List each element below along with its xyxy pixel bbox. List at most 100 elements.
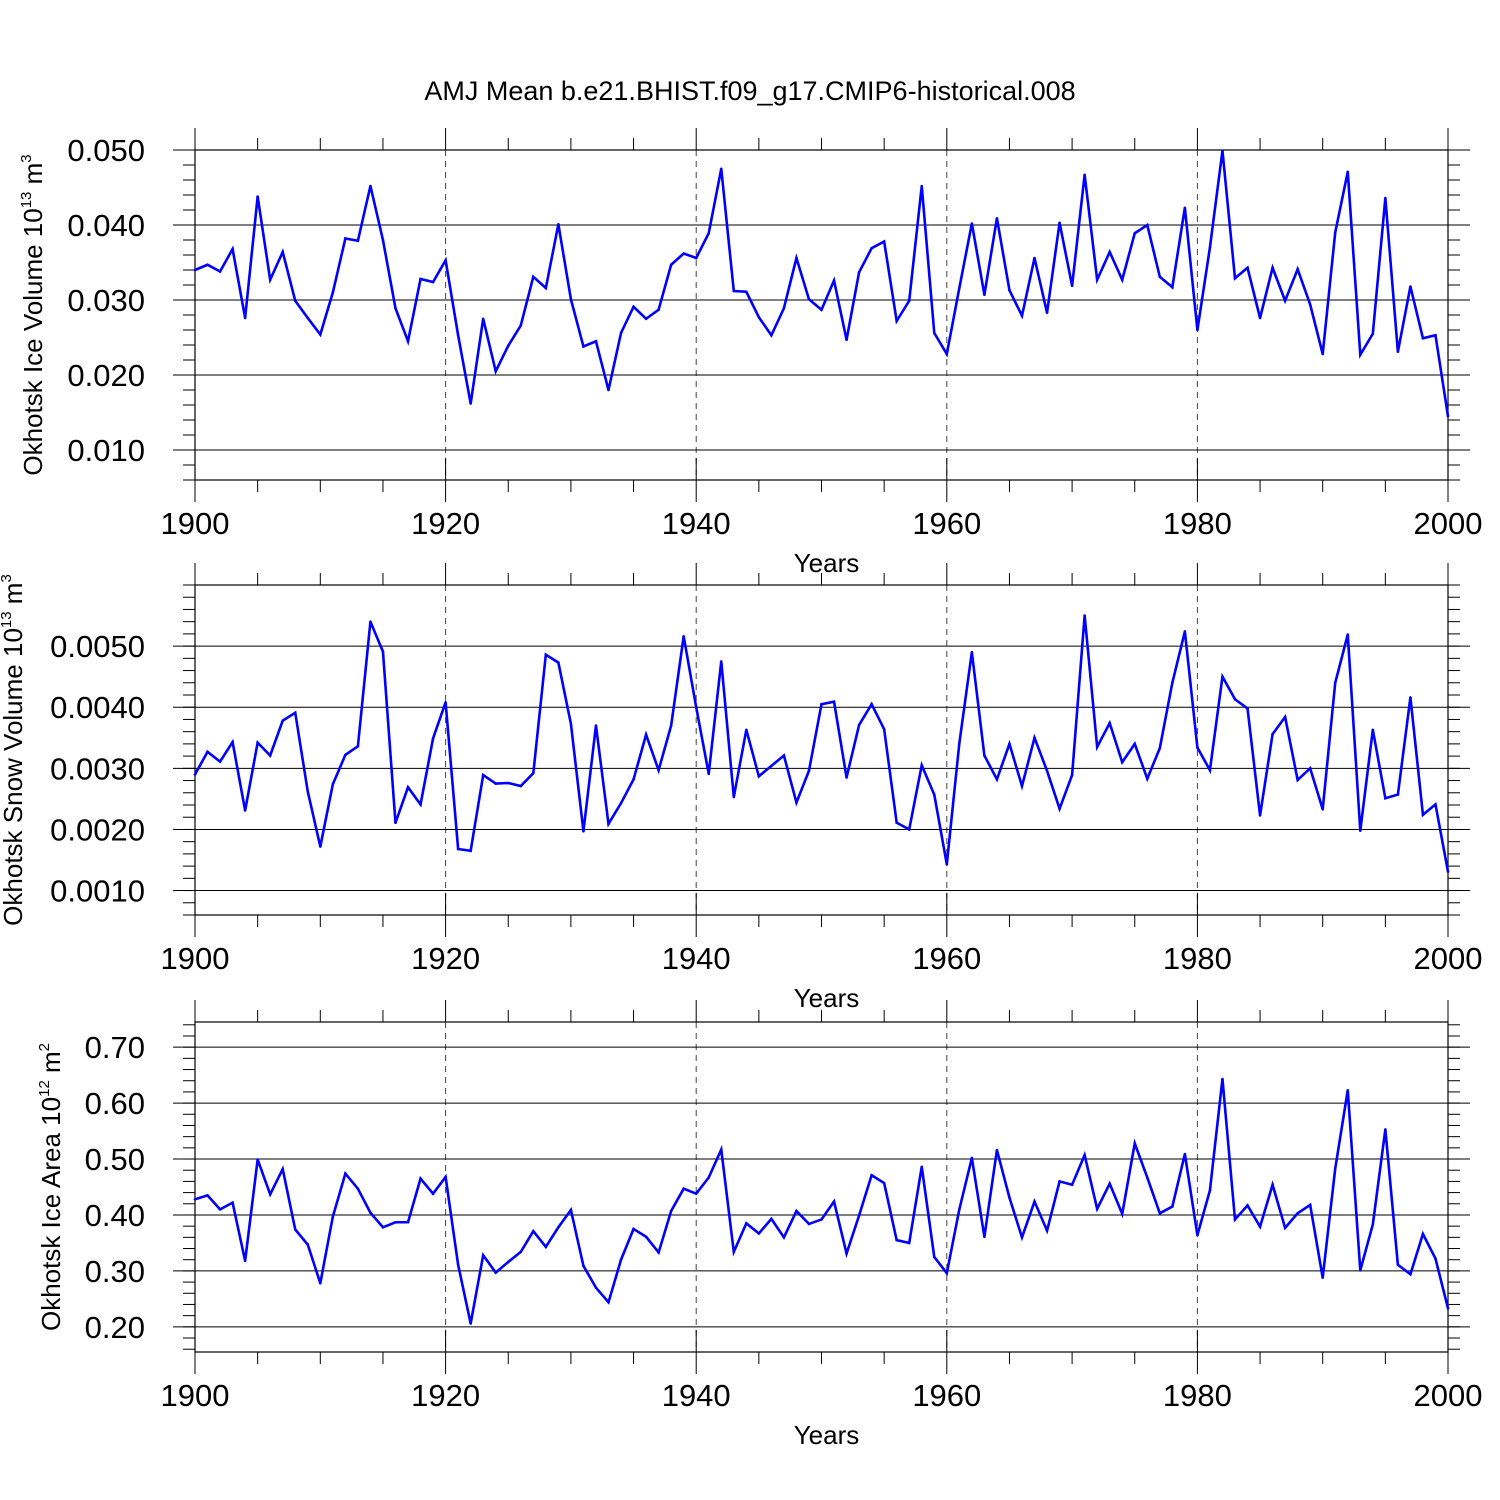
data-point <box>1258 316 1262 320</box>
data-point <box>394 306 397 310</box>
data-point <box>268 1192 272 1196</box>
y-axis-title-unit: m <box>18 163 48 192</box>
y-axis-title-main: Okhotsk Snow Volume 10 <box>0 628 28 926</box>
data-point <box>494 782 498 785</box>
data-point <box>1083 1153 1086 1157</box>
data-point <box>682 252 685 255</box>
data-point <box>669 263 673 267</box>
data-point <box>845 1252 848 1255</box>
y-tick-label: 0.040 <box>67 208 145 243</box>
data-point <box>1070 773 1074 777</box>
data-point <box>1183 206 1187 210</box>
data-point <box>1020 1236 1024 1239</box>
data-point <box>1421 813 1425 817</box>
data-point <box>481 317 485 321</box>
data-point <box>1045 769 1049 773</box>
data-point <box>1321 807 1324 811</box>
data-point <box>782 1236 786 1239</box>
data-point <box>920 763 924 767</box>
data-point <box>319 845 322 848</box>
data-point <box>857 1214 861 1217</box>
data-point <box>544 1245 548 1249</box>
data-point <box>1321 1276 1324 1279</box>
data-point <box>882 240 886 243</box>
data-point <box>1246 707 1249 710</box>
data-point <box>644 733 648 737</box>
data-point <box>1171 285 1174 289</box>
panel-3: 0.20 0.30 0.40 0.50 0.60 0.70 1900 1920 1940 1960… <box>36 1000 1482 1450</box>
data-point <box>231 247 234 251</box>
y-tick-label: 0.0040 <box>50 690 145 725</box>
data-point <box>607 822 610 826</box>
data-point <box>1384 196 1387 200</box>
plot-frame <box>194 584 1449 916</box>
data-point <box>745 290 748 294</box>
data-point <box>243 316 247 320</box>
data-point <box>331 291 335 294</box>
data-point <box>1133 742 1137 746</box>
data-point <box>469 402 472 405</box>
data-point <box>807 1222 811 1226</box>
x-tick-label: 1940 <box>662 941 731 976</box>
data-point <box>945 862 949 866</box>
data-point <box>782 754 786 757</box>
data-point <box>1446 414 1450 418</box>
data-point <box>431 280 435 284</box>
data-point <box>218 760 222 763</box>
data-point <box>331 1215 335 1218</box>
data-point <box>1271 732 1274 736</box>
data-point <box>582 829 585 833</box>
data-point <box>1083 614 1086 617</box>
data-point <box>907 1241 911 1245</box>
data-point <box>494 1271 498 1274</box>
x-tick-label: 1920 <box>411 1378 480 1413</box>
data-point <box>1058 807 1061 810</box>
data-point <box>1308 303 1312 306</box>
data-point <box>1434 1257 1437 1260</box>
data-point <box>995 1148 999 1152</box>
data-point <box>807 297 811 301</box>
x-tick-label: 1900 <box>161 506 230 541</box>
data-point <box>907 828 911 831</box>
x-tick-label: 1900 <box>161 1378 230 1413</box>
y-tick-label: 0.20 <box>85 1310 145 1345</box>
data-point <box>995 216 999 220</box>
data-point <box>1233 1218 1237 1221</box>
data-point <box>920 184 924 188</box>
data-point <box>970 222 974 225</box>
data-point <box>707 1176 711 1179</box>
y-tick-label: 0.0050 <box>50 629 145 664</box>
data-point <box>795 1209 798 1213</box>
data-point <box>344 1172 347 1175</box>
data-point <box>870 246 873 250</box>
data-point <box>1409 696 1412 699</box>
data-point <box>1358 829 1362 832</box>
data-point <box>1384 796 1387 800</box>
panel-2: 0.0010 0.0020 0.0030 0.0040 0.0050 1900 1920 19… <box>0 563 1482 1013</box>
data-point <box>594 724 598 727</box>
data-point <box>845 776 848 779</box>
data-point <box>1108 250 1111 254</box>
data-point <box>1108 721 1111 725</box>
data-point <box>719 1148 723 1151</box>
data-point <box>293 1228 297 1231</box>
data-point <box>306 316 310 320</box>
data-point <box>832 1200 836 1203</box>
data-point <box>456 333 460 337</box>
data-point <box>770 333 773 337</box>
x-tick-label: 1920 <box>411 506 480 541</box>
data-point <box>1358 353 1362 357</box>
data-point <box>218 1208 222 1211</box>
data-point <box>419 277 422 281</box>
y-axis-title-unit-exponent: 3 <box>0 574 15 582</box>
data-point <box>707 772 711 776</box>
data-point <box>770 1217 773 1221</box>
data-point <box>206 750 209 754</box>
data-point <box>1346 170 1350 174</box>
data-point <box>544 286 548 290</box>
data-point <box>394 1220 397 1224</box>
data-point <box>1333 231 1337 234</box>
y-tick-label: 0.70 <box>85 1030 145 1065</box>
data-point <box>1171 1205 1174 1208</box>
data-point <box>958 1208 961 1211</box>
